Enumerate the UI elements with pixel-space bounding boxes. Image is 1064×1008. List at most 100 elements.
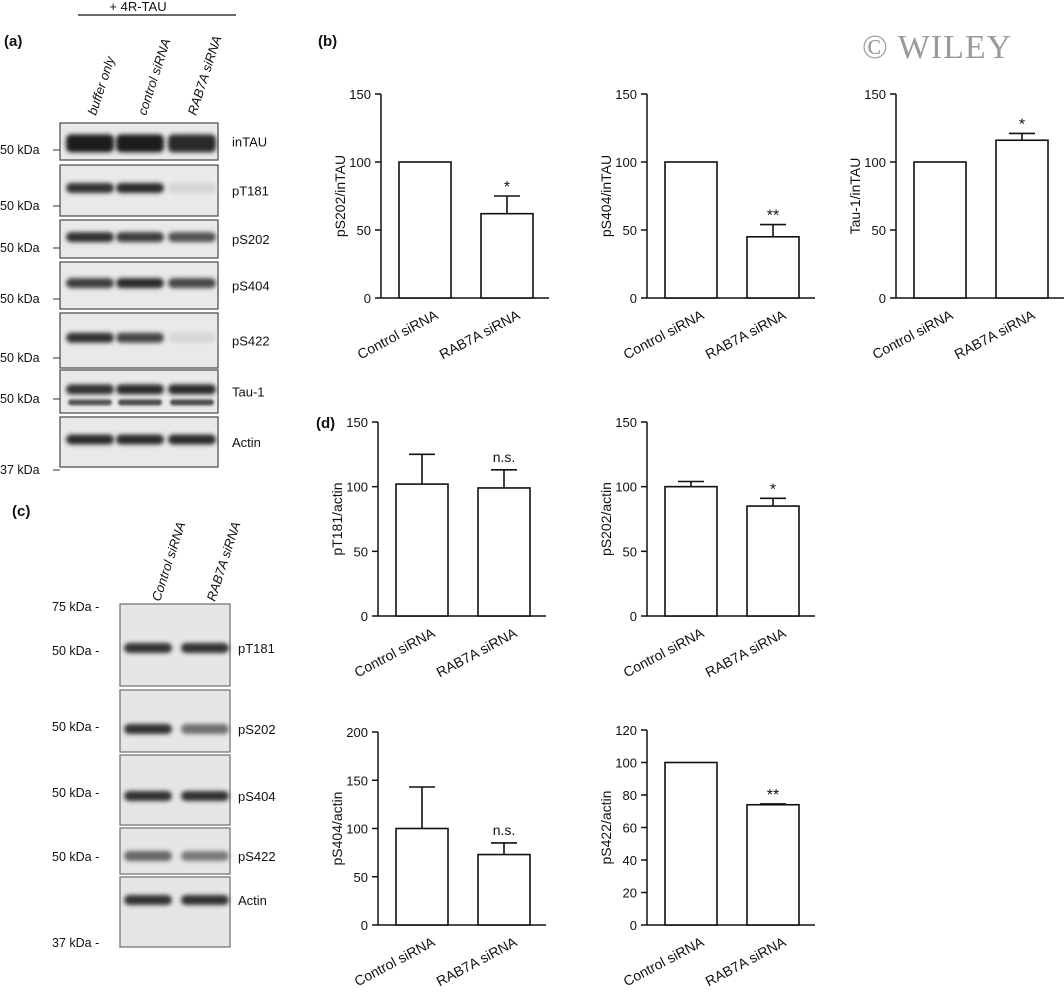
blot-band xyxy=(170,399,214,406)
blot-name: Actin xyxy=(232,435,261,450)
y-tick-label: 100 xyxy=(349,155,371,170)
x-tick-label: RAB7A siRNA xyxy=(703,624,789,680)
blot-band xyxy=(181,851,229,861)
panel-a-western-blots: buffer only control siRNA RAB7A siRNA inTAU… xyxy=(0,34,270,477)
blot-box xyxy=(119,754,231,826)
bar xyxy=(395,827,449,926)
kda-marker: 50 kDa xyxy=(0,241,40,255)
y-tick-label: 150 xyxy=(615,87,637,102)
bar xyxy=(480,212,534,299)
panel-c-label: (c) xyxy=(12,503,30,520)
y-tick-label: 100 xyxy=(864,155,886,170)
x-tick-label: Control siRNA xyxy=(870,306,956,362)
x-tick-label: Control siRNA xyxy=(621,933,707,989)
blot-name: pS404 xyxy=(238,789,276,804)
blot-name: Actin xyxy=(238,893,267,908)
y-axis-label: pS202/inTAU xyxy=(332,155,348,237)
y-tick-label: 200 xyxy=(346,725,368,740)
blot-name: Tau-1 xyxy=(232,385,265,400)
kda-marker: 50 kDa xyxy=(0,351,40,365)
y-tick-label: 50 xyxy=(357,223,371,238)
y-axis-label: pS422/actin xyxy=(598,791,614,865)
kda-marker: 50 kDa xyxy=(0,392,40,406)
significance-label: ** xyxy=(767,787,779,804)
bar-chart: 0 20 40 60 80 100 120 pS422/actin Control siRNA *… xyxy=(598,723,815,989)
y-tick-label: 50 xyxy=(872,223,886,238)
kda-marker: 50 kDa xyxy=(0,199,40,213)
blot-band xyxy=(124,643,172,653)
x-tick-label: Control siRNA xyxy=(621,624,707,680)
y-tick-label: 100 xyxy=(615,480,637,495)
y-tick-label: 100 xyxy=(346,822,368,837)
y-tick-label: 0 xyxy=(361,609,368,624)
y-tick-label: 0 xyxy=(630,609,637,624)
y-tick-label: 50 xyxy=(354,544,368,559)
kda-marker: 37 kDa xyxy=(0,463,40,477)
blot-name: pT181 xyxy=(232,184,269,199)
y-tick-label: 50 xyxy=(354,870,368,885)
bar xyxy=(477,487,531,617)
blot-band xyxy=(124,851,172,861)
y-tick-label: 0 xyxy=(630,918,637,933)
x-tick-label: RAB7A siRNA xyxy=(703,306,789,362)
panel-a-label: (a) xyxy=(4,33,22,50)
blot-band xyxy=(181,643,229,653)
blot-band xyxy=(168,434,216,445)
bar-chart: 0 50 100 150 pS404/inTAU Control siRNA ** RAB7A… xyxy=(598,87,815,362)
significance-label: ** xyxy=(767,208,779,225)
blot-band xyxy=(116,134,164,153)
bar xyxy=(913,161,967,299)
panel-c-marker-bottom: 37 kDa - xyxy=(52,936,99,950)
blot-band xyxy=(168,134,216,153)
y-tick-label: 0 xyxy=(879,291,886,306)
bar-chart: 0 50 100 150 200 pS404/actin Control siRNA n.s.… xyxy=(329,725,546,989)
blot-band xyxy=(118,399,162,406)
panel-c-marker-top: 75 kDa - xyxy=(52,600,99,614)
y-tick-label: 0 xyxy=(361,918,368,933)
y-axis-label: pT181/actin xyxy=(329,482,345,555)
blot-band xyxy=(168,182,216,193)
bar xyxy=(664,161,718,299)
blot-band xyxy=(116,232,164,243)
blot-band xyxy=(116,182,164,193)
significance-label: * xyxy=(1019,116,1025,133)
y-axis-label: pS404/inTAU xyxy=(598,155,614,237)
blot-name: pT181 xyxy=(238,641,275,656)
y-tick-label: 60 xyxy=(623,821,637,836)
y-tick-label: 150 xyxy=(349,87,371,102)
bar xyxy=(995,139,1049,299)
bar xyxy=(477,853,531,926)
y-tick-label: 50 xyxy=(623,544,637,559)
blot-band xyxy=(181,724,229,734)
y-axis-label: pS404/actin xyxy=(329,792,345,866)
blot-band xyxy=(124,724,172,734)
blot-band xyxy=(116,332,164,343)
blot-box xyxy=(119,876,231,948)
lane-label: control siRNA xyxy=(135,37,174,117)
bar-chart: 0 50 100 150 pS202/actin Control siRNA * RAB7A … xyxy=(598,415,815,680)
x-tick-label: RAB7A siRNA xyxy=(434,933,520,989)
x-tick-label: RAB7A siRNA xyxy=(434,624,520,680)
y-tick-label: 100 xyxy=(346,480,368,495)
significance-label: n.s. xyxy=(493,822,516,838)
lane-label: RAB7A siRNA xyxy=(204,520,244,603)
y-tick-label: 150 xyxy=(615,415,637,430)
blot-band xyxy=(66,384,114,395)
panel-d-label: (d) xyxy=(316,415,335,432)
blot-band xyxy=(66,134,114,153)
blot-band xyxy=(181,895,229,905)
bar xyxy=(664,761,718,926)
blot-band xyxy=(124,791,172,801)
x-tick-label: RAB7A siRNA xyxy=(437,306,523,362)
significance-label: * xyxy=(504,179,510,196)
y-tick-label: 150 xyxy=(346,415,368,430)
blot-band xyxy=(168,384,216,395)
blot-band xyxy=(116,434,164,445)
blot-band xyxy=(68,399,112,406)
blot-band xyxy=(168,278,216,289)
significance-label: * xyxy=(770,481,776,498)
blot-band xyxy=(66,182,114,193)
kda-marker: 50 kDa - xyxy=(52,644,99,658)
y-tick-label: 100 xyxy=(615,756,637,771)
